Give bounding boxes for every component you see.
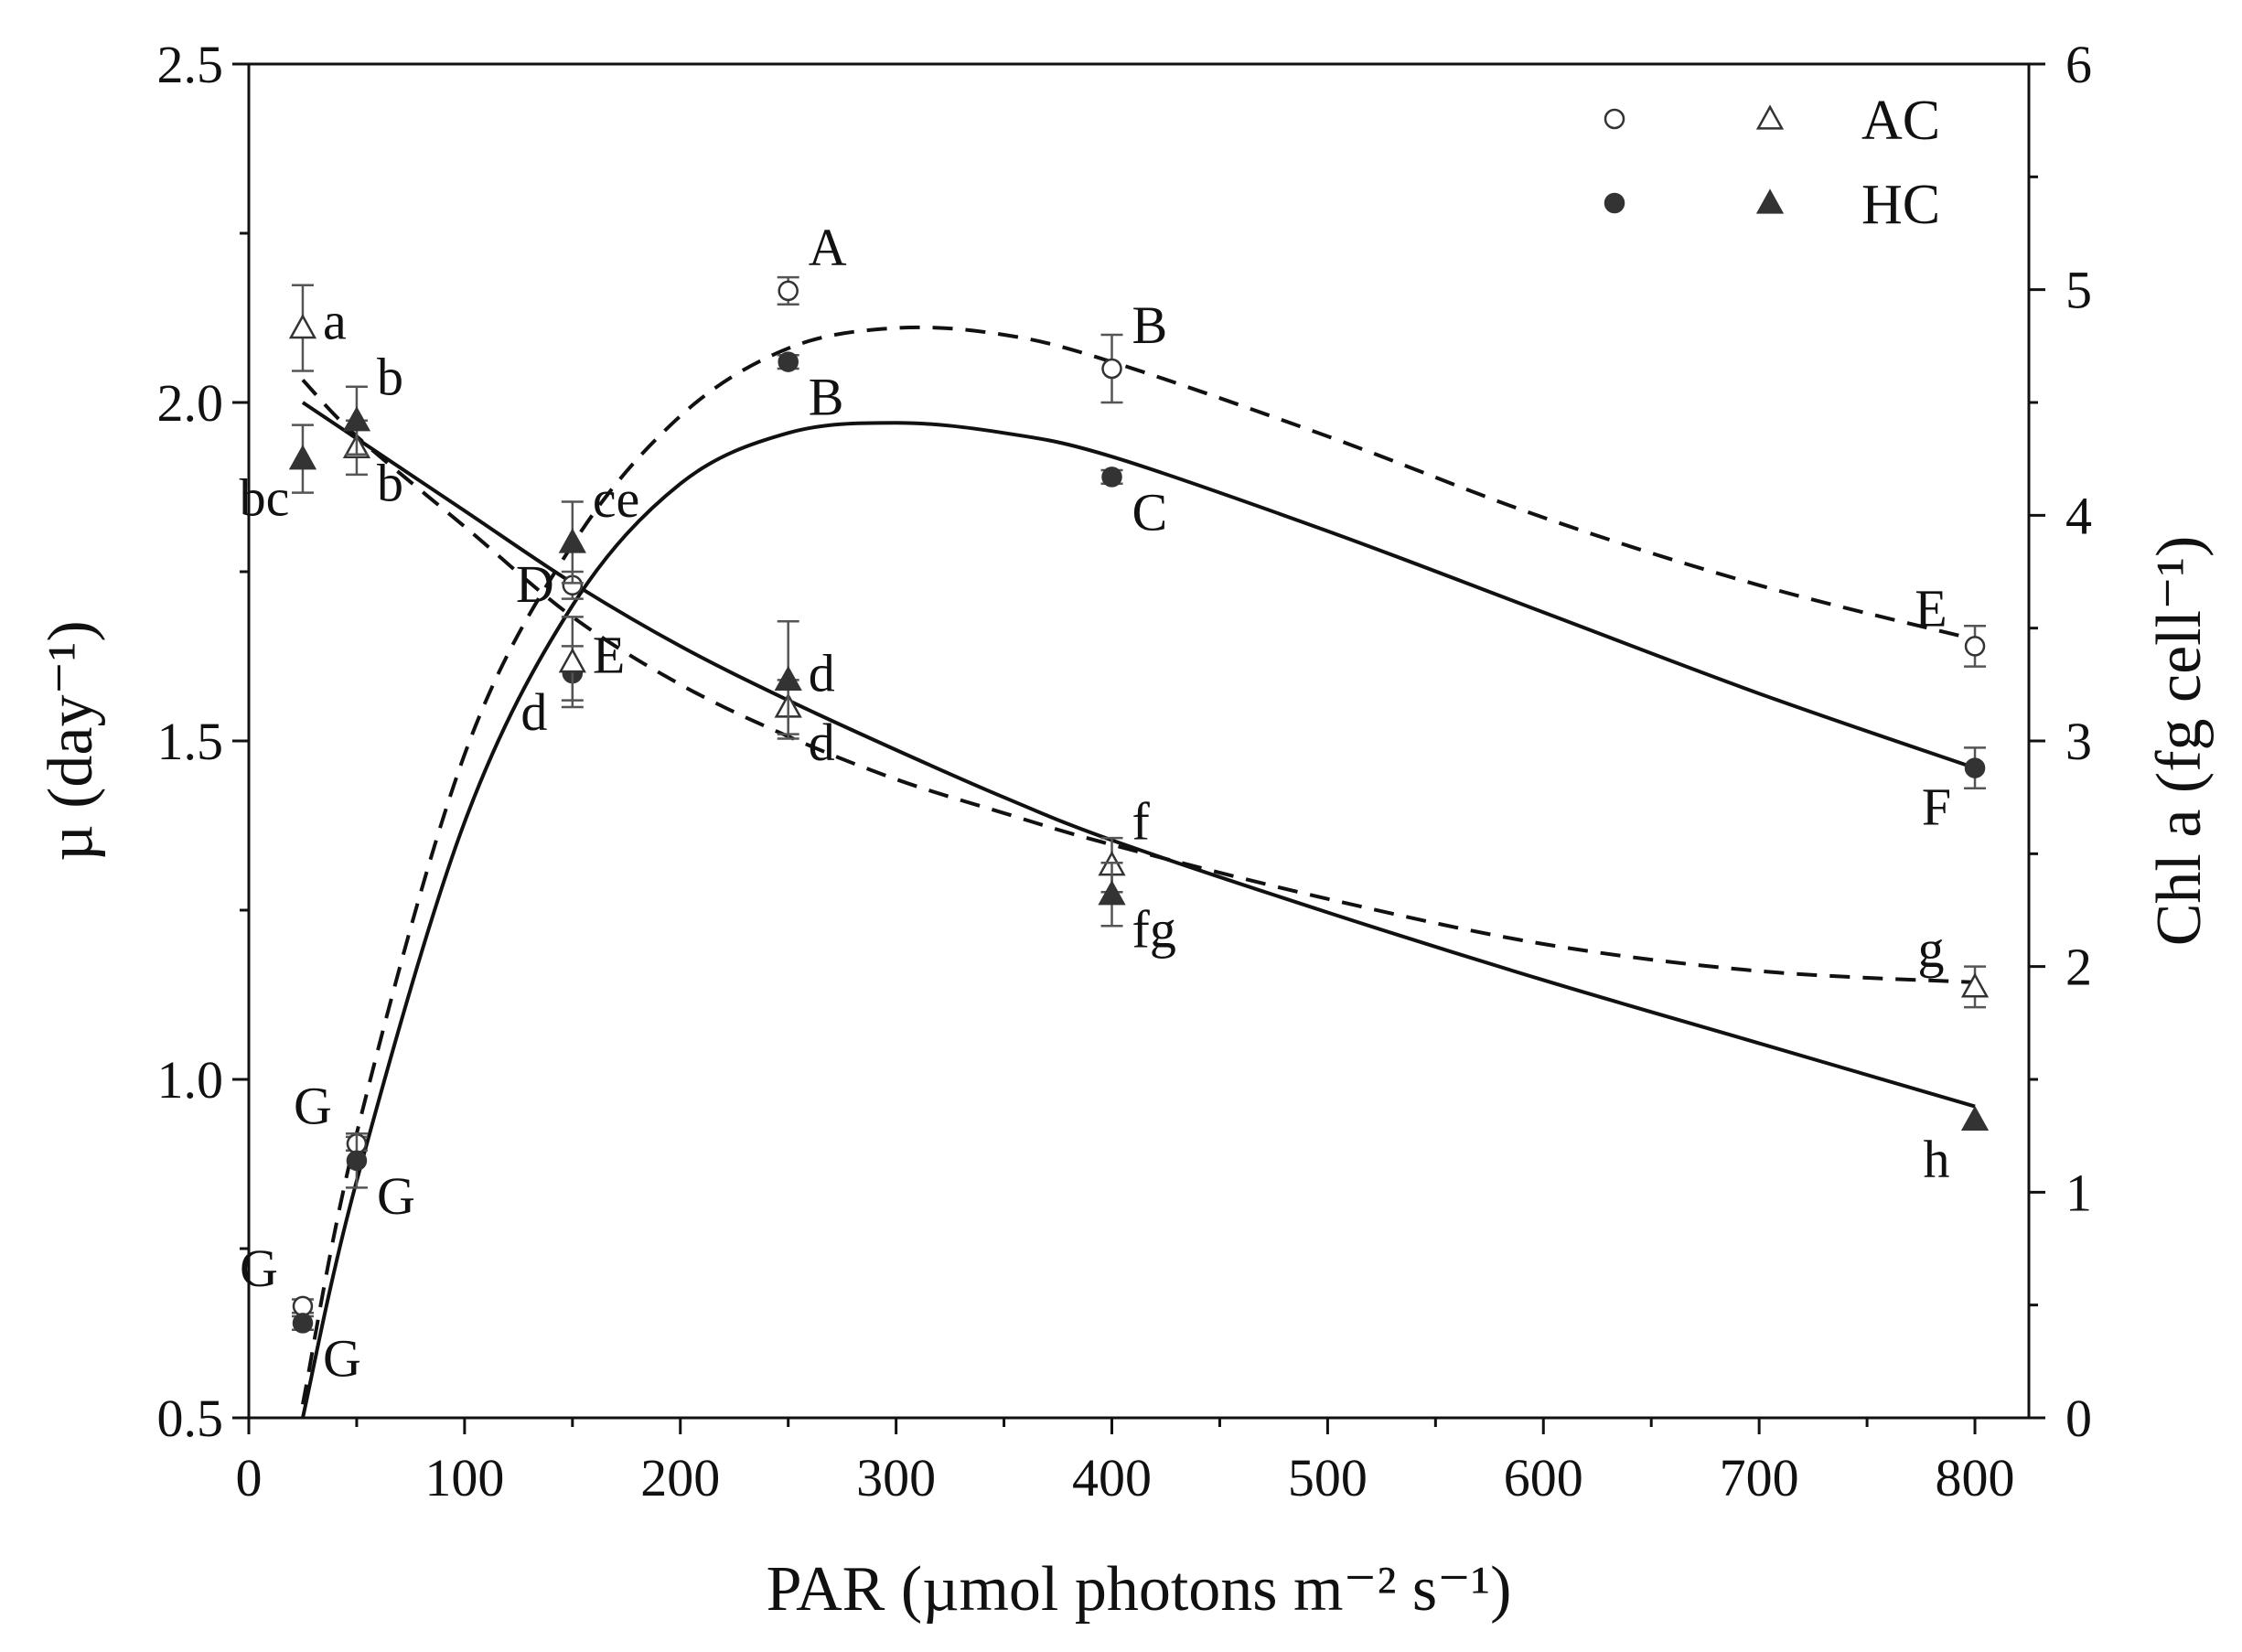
significance-letter: E: [593, 626, 625, 685]
y-right-tick-label: 0: [2065, 1389, 2092, 1448]
point-ac-chl-a: [288, 314, 317, 339]
x-tick-label-200: 200: [640, 1448, 720, 1507]
significance-letter: D: [516, 554, 554, 614]
significance-letter: C: [1132, 482, 1168, 542]
significance-letter: h: [1924, 1129, 1950, 1188]
significance-letter: E: [1915, 578, 1947, 638]
point-hc-: [778, 351, 799, 372]
fit-curve-hc-fit: [301, 421, 1976, 1419]
significance-letter: fg: [1132, 900, 1176, 960]
x-tick-label-800: 800: [1936, 1448, 2015, 1507]
point-hc-: [1964, 757, 1986, 778]
y-left-axis-title: µ (day⁻¹): [36, 620, 106, 861]
plot-frame: [247, 62, 2031, 1420]
y-right-tick-label: 1: [2065, 1163, 2092, 1222]
x-tick-label-0: 0: [236, 1448, 263, 1507]
y-right-tick-label: 6: [2065, 35, 2092, 94]
x-tick-label-300: 300: [856, 1448, 936, 1507]
point-ac-: [1101, 358, 1122, 380]
point-hc-chl-a: [342, 406, 371, 432]
fit-curve-ac-fit: [301, 325, 1976, 1405]
y-right-tick-label: 3: [2065, 712, 2092, 771]
y-left-tick-label: 0.5: [157, 1389, 224, 1448]
legend-circle-hc: [1604, 192, 1625, 214]
fit-curve-ac-chl-a-fit: [301, 378, 1976, 984]
y-left-tick-label: 1.0: [157, 1050, 224, 1110]
y-left-tick-label: 2.5: [157, 35, 224, 94]
point-hc-chl-a: [288, 445, 317, 470]
significance-letter: b: [377, 348, 403, 407]
y-right-axis: 0 1 2 3 4 5 6: [2029, 35, 2092, 1448]
point-ac-chl-a: [558, 648, 586, 673]
significance-letter: F: [1922, 778, 1951, 837]
significance-letter: bc: [240, 468, 290, 528]
y-right-tick-label: 2: [2065, 938, 2092, 997]
legend-circle-ac: [1604, 108, 1625, 130]
significance-letter: d: [520, 682, 547, 742]
fit-curve-hc-chl-a-fit: [301, 401, 1976, 1109]
y-left-axis: 0.5 1.0 1.5 2.0 2.5: [157, 35, 249, 1448]
point-hc-: [1101, 467, 1122, 488]
significance-letter: ce: [593, 469, 640, 529]
point-ac-: [292, 1295, 314, 1317]
significance-letter: B: [1132, 295, 1168, 355]
significance-letter: B: [809, 368, 844, 427]
y-right-axis-title: Chl a (fg cell⁻¹): [2144, 536, 2215, 947]
significance-letter: G: [377, 1166, 415, 1226]
point-hc-chl-a: [1960, 1105, 1990, 1132]
point-hc-chl-a: [774, 665, 802, 692]
x-axis-title: PAR (µmol photons m⁻² s⁻¹): [767, 1554, 1512, 1625]
point-ac-: [1964, 636, 1986, 657]
point-hc-chl-a: [558, 528, 586, 553]
legend-triangle-hc: [1755, 188, 1785, 214]
legend-label-hc: HC: [1861, 174, 1940, 236]
x-tick-label-700: 700: [1720, 1448, 1799, 1507]
legend-label-ac: AC: [1861, 90, 1940, 152]
significance-letter: f: [1132, 792, 1151, 852]
legend: AC HC: [1604, 90, 1940, 236]
y-right-tick-label: 5: [2065, 261, 2092, 320]
significance-letter: G: [323, 1328, 361, 1388]
significance-letter: d: [809, 643, 835, 703]
significance-letter: d: [809, 713, 835, 772]
x-tick-label-500: 500: [1288, 1448, 1368, 1507]
x-axis: 0 100 200 300 400 500 600 700 800: [236, 1418, 2015, 1507]
point-hc-chl-a: [1098, 880, 1126, 906]
y-left-tick-label: 1.5: [157, 712, 224, 771]
fit-curves: [301, 325, 1976, 1419]
x-tick-label-400: 400: [1072, 1448, 1152, 1507]
significance-letter: a: [323, 292, 347, 351]
significance-letter: b: [377, 453, 403, 512]
x-tick-label-100: 100: [424, 1448, 504, 1507]
y-right-tick-label: 4: [2065, 486, 2092, 545]
point-ac-chl-a: [1960, 972, 1990, 998]
y-left-tick-label: 2.0: [157, 373, 224, 433]
significance-letter: A: [809, 218, 847, 277]
point-hc-: [292, 1313, 314, 1334]
legend-triangle-ac: [1755, 104, 1785, 130]
significance-letter: g: [1918, 919, 1945, 979]
point-hc-: [346, 1150, 368, 1172]
significance-letter: G: [294, 1076, 332, 1135]
point-ac-: [778, 280, 799, 302]
x-tick-label-600: 600: [1504, 1448, 1583, 1507]
